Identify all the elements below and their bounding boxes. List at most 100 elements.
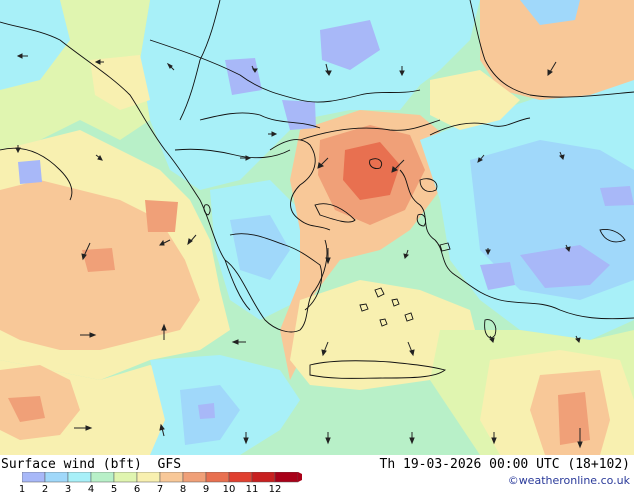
field-zone-bft1-south-aegean (198, 403, 215, 419)
border-balkans-2 (199, 112, 321, 129)
coast-thasos (369, 158, 383, 169)
coast-lesbos (419, 178, 438, 192)
wind-arrow (159, 239, 171, 246)
valid-time: Th 19-03-2026 00:00 UTC (18+102) (379, 457, 630, 472)
scale-segment-6 (136, 472, 161, 483)
wind-arrow (81, 242, 91, 261)
wind-arrow (231, 339, 246, 345)
wind-arrow (187, 234, 197, 246)
wind-arrow (15, 145, 21, 154)
scale-segment-5 (113, 472, 138, 483)
border-balkans-4 (179, 0, 221, 121)
field-zone-bft8-sw (8, 396, 45, 422)
field-zone-bft6-northeast (430, 70, 520, 130)
coast-chios (416, 213, 427, 227)
scale-overflow-arrow (298, 472, 302, 482)
model-name: GFS (157, 457, 182, 472)
coast-black-sea (469, 0, 634, 98)
wind-arrow (485, 248, 491, 256)
wind-arrow (547, 61, 557, 76)
wind-arrow (325, 248, 331, 265)
field-zone-bft1-east-c (600, 186, 634, 206)
scale-segment-4 (90, 472, 115, 483)
wind-arrow (403, 249, 409, 259)
wind-arrow (95, 154, 103, 161)
field-zone-bft8-west-b (82, 248, 115, 272)
scale-segment-12 (274, 472, 299, 483)
field-zone-bft7-northeast (480, 0, 634, 100)
coast-cyclades-2 (391, 298, 400, 307)
wind-arrow (325, 63, 332, 76)
scale-segment-7 (159, 472, 184, 483)
wind-arrow (268, 131, 278, 137)
wind-map (0, 0, 634, 455)
coast-cyclades-3 (359, 303, 369, 312)
wind-arrow (243, 432, 249, 445)
wind-arrow (80, 332, 97, 338)
field-zone-bft6-nw (90, 55, 150, 110)
coast-turkey-west (399, 169, 634, 320)
coast-euboea (314, 203, 356, 223)
coast-peloponnese (229, 233, 323, 311)
wind-arrow (489, 335, 495, 343)
wind-arrow (407, 341, 415, 357)
wind-arrow (575, 335, 581, 343)
scale-segment-3 (67, 472, 92, 483)
scale-segment-9 (205, 472, 230, 483)
wind-arrow (577, 428, 583, 449)
field-zone-bft8-west-a (145, 200, 178, 232)
field-zone-bft1-east-b (480, 262, 515, 290)
scale-segment-1 (22, 472, 46, 483)
field-zone-bft1-west-a (18, 160, 42, 184)
border-balkans-3 (174, 148, 291, 159)
wind-arrow (159, 423, 165, 437)
border-balkans-1 (149, 39, 421, 103)
coast-cyclades-1 (374, 287, 385, 298)
wind-arrow (166, 62, 175, 71)
scale-segment-10 (228, 472, 253, 483)
coast-cyclades-5 (379, 318, 388, 327)
wind-arrow (321, 341, 329, 357)
wind-arrow (74, 425, 93, 431)
wind-arrow (161, 323, 167, 340)
product-title: Surface wind (bft) (1, 457, 142, 472)
coast-adriatic-east (0, 21, 251, 311)
scale-segment-2 (44, 472, 69, 483)
coast-rhodes (484, 319, 497, 339)
wind-arrow (16, 53, 28, 59)
wind-arrow (409, 432, 415, 445)
field-zone-bft3-nw (0, 0, 70, 90)
wind-arrow (94, 59, 104, 65)
coast-marmara (429, 117, 531, 136)
wind-arrow (399, 66, 405, 77)
coast-cyclades-4 (404, 312, 414, 322)
wind-arrow (565, 244, 571, 252)
coast-samos (439, 242, 451, 252)
credit-text: ©weatheronline.co.uk (507, 474, 630, 487)
coast-corfu (203, 204, 211, 216)
field-zone-bft6-south-aegean (290, 280, 480, 390)
field-zone-bft2-northeast (520, 0, 580, 25)
map-footer: Surface wind (bft) GFS Th 19-03-2026 00:… (0, 455, 634, 495)
field-zone-bft1-east-a (520, 245, 610, 288)
coastlines (0, 0, 634, 379)
scale-segment-11 (251, 472, 276, 483)
wind-arrow (251, 65, 258, 73)
wind-arrow (325, 432, 331, 445)
field-zone-bft9-aegean (343, 142, 400, 200)
wind-arrows (15, 53, 583, 449)
field-zone-bft3-north (140, 0, 480, 190)
field-zone-bft1-north-a (320, 20, 380, 70)
wind-field (0, 0, 634, 455)
wind-arrow (391, 159, 405, 173)
wind-arrow (477, 154, 485, 163)
field-zone-bft2-greece (230, 215, 290, 280)
wind-arrow (317, 157, 329, 169)
coast-cyprus (599, 229, 626, 243)
wind-arrow (491, 432, 497, 445)
wind-arrow (559, 151, 565, 160)
coast-crete (309, 360, 446, 379)
scale-segment-8 (182, 472, 207, 483)
legend-title: Surface wind (bft) GFS (1, 457, 181, 472)
color-scale (22, 472, 302, 483)
